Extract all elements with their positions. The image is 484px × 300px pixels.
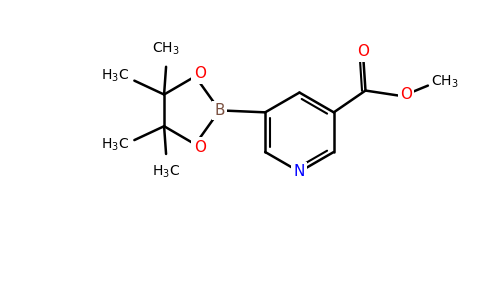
Text: N: N	[294, 164, 305, 179]
Text: H$_3$C: H$_3$C	[101, 137, 129, 153]
Text: H$_3$C: H$_3$C	[101, 68, 129, 84]
Text: CH$_3$: CH$_3$	[152, 40, 180, 57]
Text: B: B	[214, 103, 225, 118]
Text: O: O	[194, 66, 206, 81]
Text: O: O	[194, 140, 206, 154]
Text: CH$_3$: CH$_3$	[431, 74, 458, 90]
Text: H$_3$C: H$_3$C	[152, 164, 180, 180]
Text: O: O	[358, 44, 369, 59]
Text: O: O	[400, 87, 412, 102]
